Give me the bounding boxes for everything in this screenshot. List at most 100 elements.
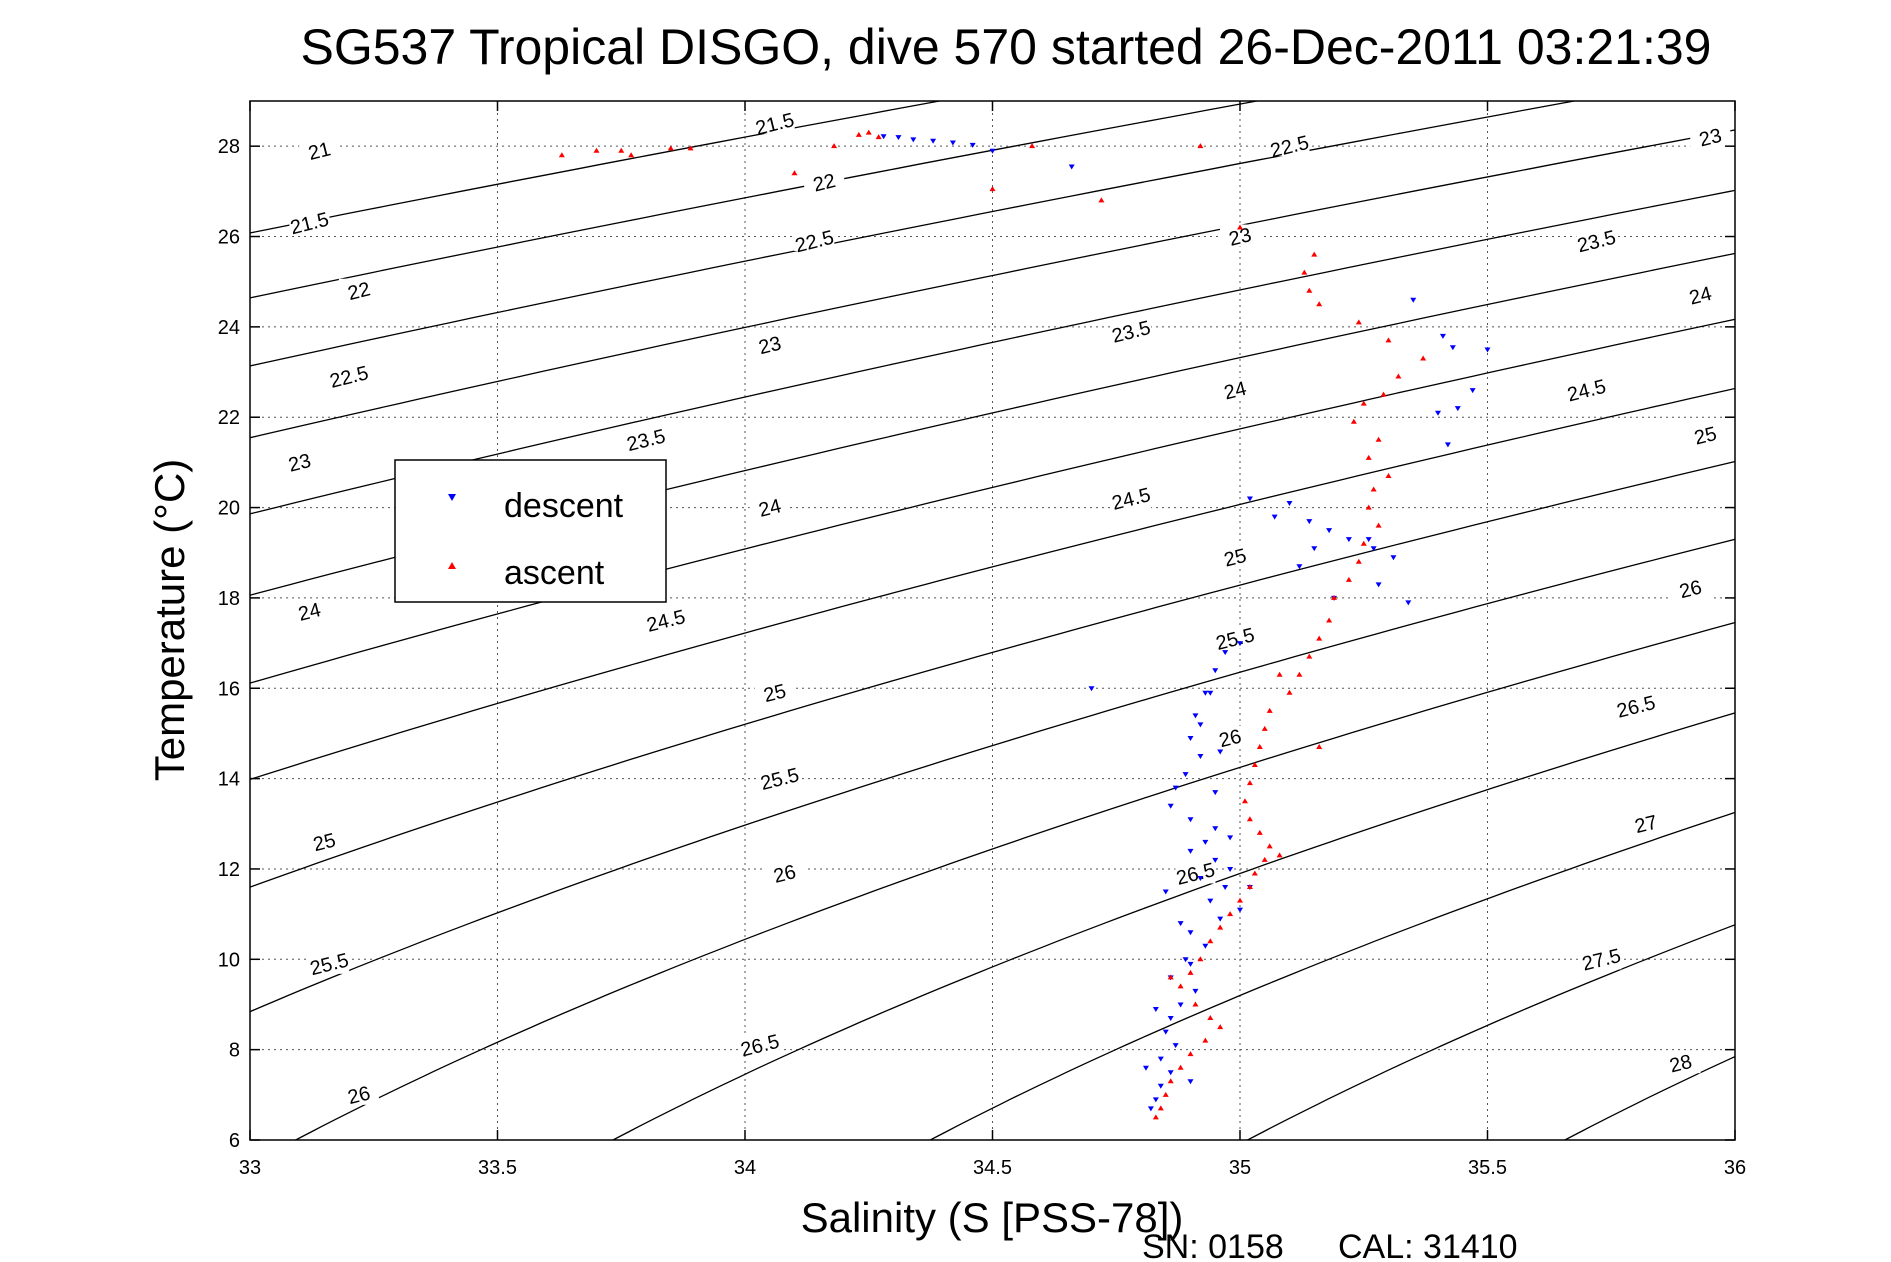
ascent-point	[1331, 594, 1338, 600]
descent-point	[1217, 916, 1224, 922]
calibration-number: CAL: 31410	[1338, 1228, 1518, 1262]
descent-point	[1068, 164, 1075, 170]
isopycnal-25	[250, 460, 1735, 888]
contour-label-bg	[1670, 576, 1711, 599]
contour-label: 23	[1697, 125, 1724, 152]
contour-label-bg	[764, 861, 805, 884]
contour-label: 25	[761, 680, 788, 707]
contour-label: 24	[296, 599, 323, 626]
descent-point	[910, 137, 917, 143]
isopycnal-24	[250, 318, 1735, 684]
ascent-point	[1365, 504, 1372, 510]
descent-point	[1147, 1106, 1154, 1112]
ascent-point	[1197, 143, 1204, 149]
isopycnal-27	[928, 811, 1735, 1140]
ascent-point	[1316, 743, 1323, 749]
descent-point	[1469, 388, 1476, 394]
contour-label: 24	[1222, 378, 1249, 405]
x-tick-label: 35.5	[1468, 1157, 1507, 1179]
ascent-point	[1227, 911, 1234, 917]
descent-point	[1449, 345, 1456, 351]
ascent-point	[1167, 974, 1174, 980]
isopycnal-26.5	[611, 712, 1735, 1140]
ascent-point	[1246, 816, 1253, 822]
descent-point	[1246, 496, 1253, 502]
descent-point	[1088, 686, 1095, 692]
ascent-point	[687, 145, 694, 151]
contour-label: 26	[771, 861, 798, 888]
descent-point	[1306, 519, 1313, 525]
ascent-point	[831, 143, 838, 149]
legend-descent-label: descent	[504, 487, 624, 525]
contour-label: 23	[286, 450, 313, 477]
contour-label-bg	[309, 951, 350, 974]
contour-label-bg	[1581, 947, 1622, 970]
contour-label-bg	[1625, 811, 1666, 834]
ascent-point	[1326, 617, 1333, 623]
ascent-point	[1167, 1078, 1174, 1084]
y-tick-label: 8	[229, 1040, 240, 1062]
y-tick-label: 26	[218, 227, 240, 249]
descent-point	[1197, 722, 1204, 728]
ascent-point	[875, 134, 882, 140]
descent-point	[1187, 1079, 1194, 1085]
x-tick-label: 33	[239, 1157, 261, 1179]
x-tick-label: 35	[1229, 1157, 1251, 1179]
descent-point	[1375, 582, 1382, 588]
descent-point	[1162, 889, 1169, 895]
axis-ticks: 33 33.5 34 34.5 35 35.5 36 6 8 10 12 14 16 18 20 22 24 26…	[218, 101, 1746, 1179]
contour-label-bg	[1215, 626, 1256, 649]
descent-point	[1212, 790, 1219, 796]
serial-number: SN: 0158	[1142, 1228, 1284, 1262]
ascent-point	[1256, 829, 1263, 835]
contour-label-bg	[1220, 224, 1260, 247]
ascent-point	[628, 152, 635, 158]
ascent-point	[1385, 472, 1392, 478]
legend-descent-marker	[448, 494, 456, 501]
ascent-point	[1246, 780, 1253, 786]
ascent-point	[558, 152, 565, 158]
y-tick-label: 10	[218, 949, 240, 971]
ascent-point	[1375, 522, 1382, 528]
ascent-point	[1355, 558, 1362, 564]
ascent-point	[1286, 689, 1293, 695]
ascent-point	[1306, 287, 1313, 293]
ascent-point	[1237, 897, 1243, 903]
ascent-point	[1157, 1105, 1164, 1111]
descent-point	[1212, 668, 1219, 674]
contour-label: 25	[1692, 423, 1719, 450]
descent-point	[1157, 1083, 1164, 1089]
contour-label-bg	[1269, 134, 1310, 157]
descent-point	[1439, 333, 1446, 339]
contour-label-bg	[754, 111, 795, 134]
descent-point	[949, 140, 956, 146]
y-tick-label: 28	[218, 136, 240, 158]
ascent-point	[618, 147, 625, 153]
contour-label-bg	[1576, 229, 1617, 252]
y-tick-label: 20	[218, 498, 240, 520]
contour-label-bg	[338, 278, 379, 301]
ascent-point	[865, 129, 872, 135]
contour-label-bg	[1690, 125, 1731, 148]
descent-point	[1454, 406, 1461, 412]
contour-label: 22	[811, 170, 838, 197]
descent-point	[1182, 957, 1189, 963]
descent-point	[1187, 817, 1194, 823]
descent-point	[1172, 1043, 1179, 1049]
ascent-point	[1202, 1037, 1209, 1043]
descent-point	[1222, 650, 1229, 656]
descent-point	[1167, 803, 1174, 809]
descent-point	[1187, 735, 1194, 741]
contour-label-bg	[289, 599, 330, 622]
descent-point	[1444, 442, 1451, 448]
descent-point	[1167, 1070, 1174, 1076]
contour-label-bg	[1111, 486, 1152, 509]
ascent-point	[1370, 486, 1377, 492]
ascent-point	[1207, 1015, 1214, 1021]
descent-point	[1142, 1065, 1149, 1071]
descent-point	[1222, 885, 1229, 891]
legend-box	[394, 459, 667, 603]
contour-label-bg	[1111, 319, 1152, 342]
plot-area: 2121.521.5222222.522.522.52323232323.523…	[218, 100, 1746, 1179]
ascent-point	[1187, 1051, 1194, 1057]
